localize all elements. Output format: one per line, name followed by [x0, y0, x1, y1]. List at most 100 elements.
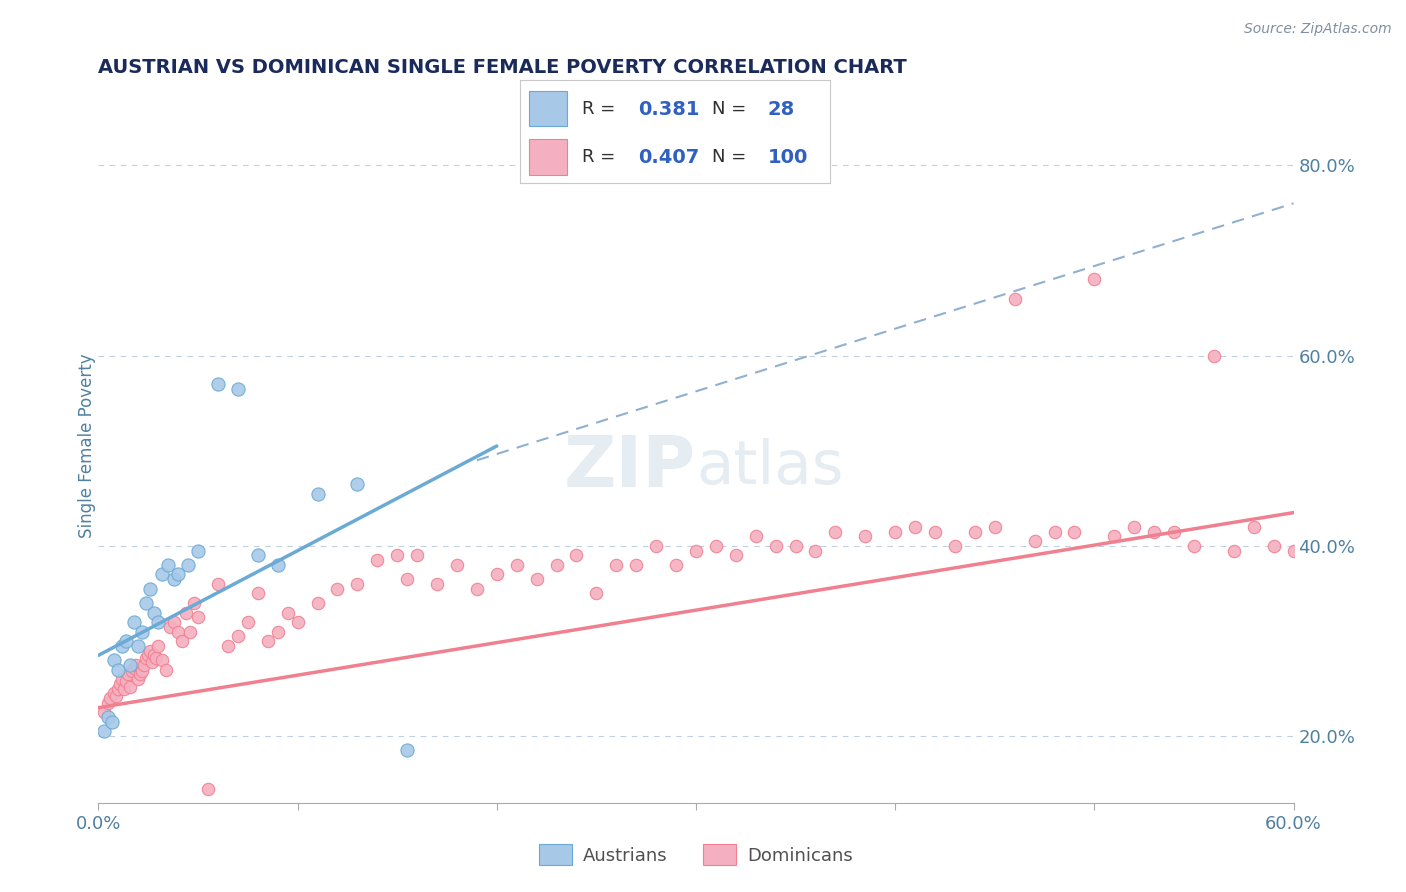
Point: [943, 539, 966, 553]
Point: [724, 549, 747, 563]
Point: [1063, 524, 1085, 539]
Point: [267, 624, 290, 639]
Point: [207, 577, 229, 591]
Point: [134, 657, 156, 672]
Point: [506, 558, 529, 572]
Point: [226, 382, 249, 396]
Point: [565, 549, 588, 563]
Text: 28: 28: [768, 100, 794, 119]
Text: atlas: atlas: [696, 438, 844, 497]
Point: [267, 558, 290, 572]
Point: [1182, 539, 1205, 553]
Point: [148, 639, 170, 653]
Point: [396, 572, 419, 586]
Point: [179, 624, 201, 639]
Point: [1263, 539, 1285, 553]
Point: [143, 648, 166, 663]
Point: [112, 681, 135, 696]
Text: R =: R =: [582, 100, 621, 118]
Text: R =: R =: [582, 148, 621, 166]
Point: [127, 639, 149, 653]
Point: [1024, 534, 1046, 549]
Point: [124, 661, 146, 675]
Point: [150, 567, 173, 582]
Point: [150, 653, 173, 667]
Point: [1083, 272, 1105, 286]
Point: [145, 651, 167, 665]
Point: [125, 657, 148, 672]
Point: [187, 543, 209, 558]
Point: [1302, 624, 1324, 639]
Point: [163, 615, 186, 629]
Point: [110, 677, 132, 691]
Point: [97, 696, 120, 710]
Point: [1362, 643, 1385, 657]
Point: [135, 596, 157, 610]
Point: [105, 690, 128, 704]
Point: [124, 615, 146, 629]
Text: 0.407: 0.407: [638, 148, 699, 167]
Point: [115, 673, 138, 688]
Point: [256, 634, 278, 648]
Point: [396, 743, 419, 757]
Y-axis label: Single Female Poverty: Single Female Poverty: [79, 354, 96, 538]
Point: [1104, 529, 1126, 543]
Text: ZIP: ZIP: [564, 433, 696, 502]
Point: [143, 606, 166, 620]
Point: [167, 624, 190, 639]
Point: [785, 539, 807, 553]
Point: [217, 639, 239, 653]
Point: [485, 567, 508, 582]
Point: [141, 655, 163, 669]
Point: [236, 615, 259, 629]
Point: [665, 558, 688, 572]
Point: [1004, 292, 1026, 306]
Point: [704, 539, 727, 553]
Point: [139, 643, 162, 657]
Point: [1202, 349, 1225, 363]
Point: [163, 572, 186, 586]
Point: [605, 558, 627, 572]
Point: [287, 615, 309, 629]
Legend: Austrians, Dominicans: Austrians, Dominicans: [533, 837, 859, 872]
Point: [307, 596, 329, 610]
Text: 0.381: 0.381: [638, 100, 699, 119]
Point: [197, 781, 219, 796]
Point: [127, 672, 149, 686]
Point: [174, 606, 197, 620]
Text: N =: N =: [711, 100, 752, 118]
Text: Source: ZipAtlas.com: Source: ZipAtlas.com: [1244, 22, 1392, 37]
Point: [103, 686, 125, 700]
Point: [103, 653, 125, 667]
Point: [1282, 543, 1305, 558]
Point: [406, 549, 429, 563]
Point: [136, 648, 159, 663]
Point: [226, 629, 249, 643]
Point: [526, 572, 548, 586]
Point: [277, 606, 299, 620]
Text: N =: N =: [711, 148, 752, 166]
Point: [626, 558, 648, 572]
Point: [117, 667, 139, 681]
Point: [159, 620, 181, 634]
Point: [685, 543, 707, 558]
Point: [884, 524, 907, 539]
Point: [1343, 634, 1365, 648]
Point: [93, 706, 115, 720]
Point: [131, 665, 153, 679]
Point: [121, 665, 143, 679]
Point: [645, 539, 668, 553]
Point: [1123, 520, 1146, 534]
Point: [765, 539, 787, 553]
Point: [167, 567, 190, 582]
Point: [97, 710, 120, 724]
Point: [346, 577, 368, 591]
Point: [1143, 524, 1166, 539]
Point: [1163, 524, 1185, 539]
Point: [307, 486, 329, 500]
Point: [187, 610, 209, 624]
Point: [853, 529, 876, 543]
Point: [446, 558, 468, 572]
Point: [207, 377, 229, 392]
Point: [157, 558, 180, 572]
